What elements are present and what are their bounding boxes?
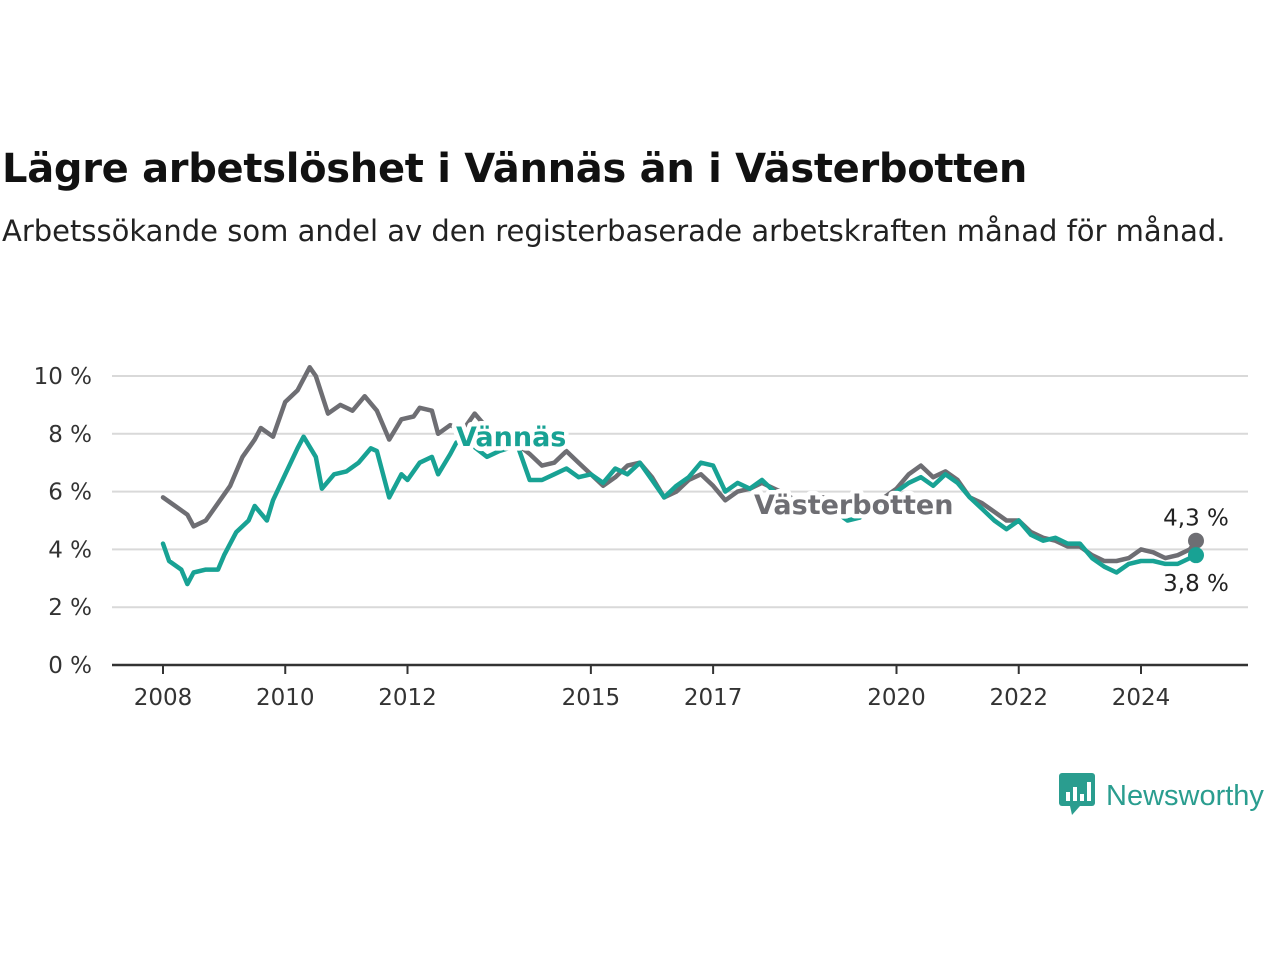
x-tick-label: 2017 xyxy=(684,685,743,711)
y-tick-label: 0 % xyxy=(48,653,92,679)
series-label-vnns: Vännäs xyxy=(456,422,566,453)
x-tick-label: 2010 xyxy=(256,685,315,711)
series-labels: Västerbotten Vännäs 4,3 % 3,8 % xyxy=(452,418,1232,601)
x-tick-label: 2012 xyxy=(378,685,437,711)
y-tick-label: 4 % xyxy=(48,537,92,563)
line-chart: 0 % 2 % 4 % 6 % 8 % 10 % 2008 2010 2012 2015 2017… xyxy=(34,364,1248,711)
x-tick-label: 2022 xyxy=(989,685,1048,711)
y-axis-tick-labels: 0 % 2 % 4 % 6 % 8 % 10 % xyxy=(34,364,92,679)
grid-lines xyxy=(112,375,1248,667)
chart-title: Lägre arbetslöshet i Vännäs än i Västerb… xyxy=(2,146,1028,192)
series-lines xyxy=(160,365,1204,587)
x-tick-label: 2015 xyxy=(562,685,621,711)
end-value-label-vsterbotten: 4,3 % xyxy=(1163,506,1229,532)
x-tick-label: 2008 xyxy=(134,685,193,711)
end-point-vsterbotten xyxy=(1188,532,1204,549)
series-line-vnns xyxy=(160,434,1199,587)
end-value-label-vnns: 3,8 % xyxy=(1163,571,1229,597)
series-label-vsterbotten: Västerbotten xyxy=(754,490,953,521)
y-tick-label: 6 % xyxy=(48,480,92,506)
newsworthy-logo-icon xyxy=(1058,772,1098,820)
y-tick-label: 2 % xyxy=(48,595,92,621)
brand-name: Newsworthy xyxy=(1106,779,1264,812)
x-tick-label: 2024 xyxy=(1112,685,1171,711)
chart-subtitle: Arbetssökande som andel av den registerb… xyxy=(2,214,1226,248)
y-tick-label: 10 % xyxy=(34,364,92,390)
end-point-vnns xyxy=(1188,547,1204,564)
y-tick-label: 8 % xyxy=(48,422,92,448)
x-tick-label: 2020 xyxy=(867,685,926,711)
brand-logo: Newsworthy xyxy=(1058,772,1264,820)
x-axis-tick-labels: 2008 2010 2012 2015 2017 2020 2022 2024 xyxy=(134,665,1171,711)
